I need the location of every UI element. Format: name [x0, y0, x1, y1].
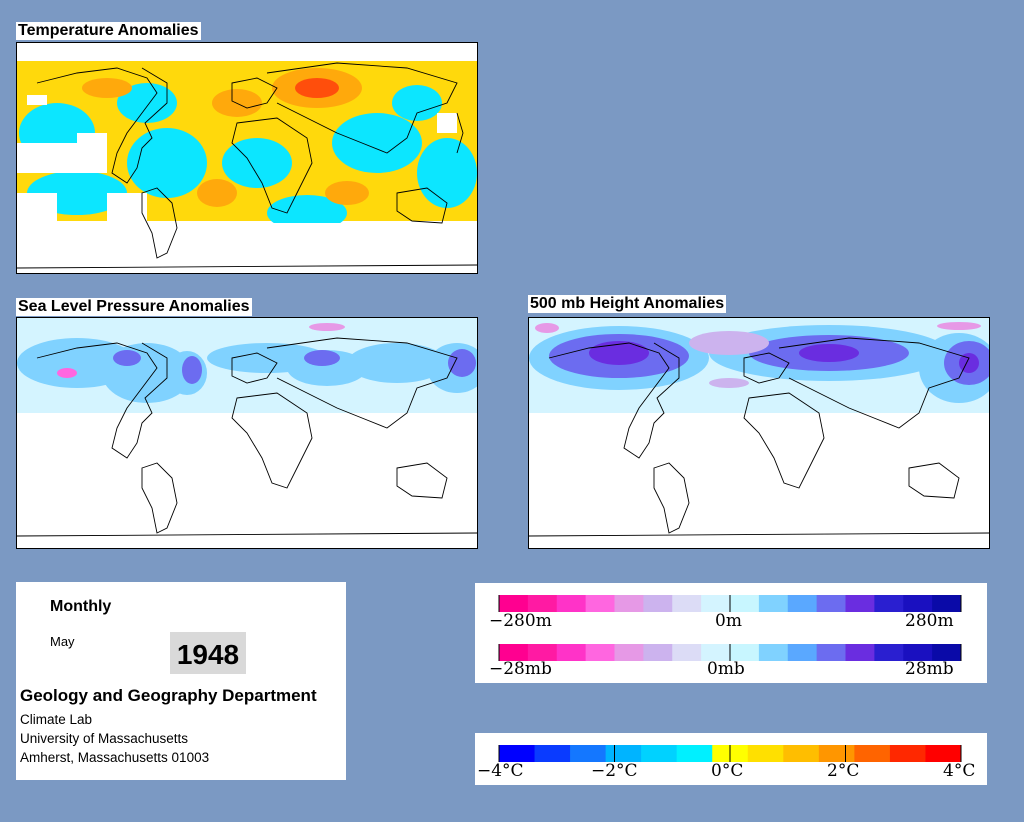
color-swatch: [672, 644, 702, 661]
color-swatch: [903, 595, 933, 612]
color-swatch: [534, 745, 571, 762]
color-swatch: [585, 644, 615, 661]
height-legend-min: −280m: [489, 611, 552, 631]
temp-legend-zero: 0°C: [711, 761, 744, 781]
color-swatch: [614, 595, 644, 612]
color-swatch: [932, 595, 962, 612]
color-swatch: [556, 595, 587, 612]
temp-legend-plus4: 4°C: [943, 761, 976, 781]
year-label: 1948: [170, 632, 246, 674]
color-swatch: [818, 745, 855, 762]
color-swatch: [874, 595, 904, 612]
color-swatch: [605, 745, 642, 762]
color-swatch: [925, 745, 962, 762]
color-swatch: [643, 595, 673, 612]
color-swatch: [585, 595, 615, 612]
color-swatch: [499, 595, 529, 612]
color-swatch: [816, 595, 846, 612]
temp-legend-plus2: 2°C: [827, 761, 860, 781]
temperature-anomaly-map: [16, 42, 478, 274]
color-swatch: [783, 745, 820, 762]
color-swatch: [758, 644, 789, 661]
sea-level-pressure-map: [16, 317, 478, 549]
pressure-legend-zero: 0mb: [707, 659, 745, 679]
temperature-legend: −4°C −2°C 0°C 2°C 4°C: [475, 733, 987, 785]
frequency-label: Monthly: [50, 598, 112, 615]
address: Amherst, Massachusetts 01003: [20, 750, 210, 765]
height-anomalies-title: 500 mb Height Anomalies: [528, 295, 727, 313]
height-legend-zero: 0m: [715, 611, 742, 631]
height-legend-max: 280m: [905, 611, 954, 631]
color-swatch: [676, 745, 713, 762]
color-swatch: [643, 644, 673, 661]
color-swatch: [527, 644, 558, 661]
color-swatch: [816, 644, 846, 661]
pressure-legend-max: 28mb: [905, 659, 954, 679]
color-swatch: [845, 595, 875, 612]
color-swatch: [701, 644, 731, 661]
info-box: Monthly May 1948 Geology and Geography D…: [16, 582, 346, 780]
lab-name: Climate Lab: [20, 712, 93, 727]
color-swatch: [641, 745, 678, 762]
sea-level-pressure-title: Sea Level Pressure Anomalies: [16, 298, 252, 316]
color-swatch: [614, 644, 644, 661]
temp-legend-minus2: −2°C: [591, 761, 638, 781]
color-swatch: [499, 644, 529, 661]
color-swatch: [787, 595, 818, 612]
color-swatch: [672, 595, 702, 612]
diverging-color-scale: [498, 595, 962, 661]
color-swatch: [527, 595, 558, 612]
height-pressure-legend: −280m 0m 280m −28mb 0mb 28mb: [475, 583, 987, 683]
color-swatch: [499, 745, 536, 762]
color-swatch: [889, 745, 926, 762]
temp-legend-minus4: −4°C: [477, 761, 524, 781]
color-swatch: [730, 595, 760, 612]
color-swatch: [874, 644, 904, 661]
department-name: Geology and Geography Department: [20, 686, 317, 705]
color-swatch: [747, 745, 784, 762]
color-swatch: [854, 745, 891, 762]
color-swatch: [932, 644, 962, 661]
color-swatch: [787, 644, 818, 661]
color-swatch: [903, 644, 933, 661]
color-swatch: [556, 644, 587, 661]
temperature-color-scale: [498, 745, 962, 762]
month-label: May: [50, 634, 75, 649]
color-swatch: [845, 644, 875, 661]
height-anomaly-map: [528, 317, 990, 549]
color-swatch: [758, 595, 789, 612]
color-swatch: [570, 745, 607, 762]
pressure-legend-min: −28mb: [489, 659, 552, 679]
color-swatch: [701, 595, 731, 612]
university-name: University of Massachusetts: [20, 731, 189, 746]
color-swatch: [730, 644, 760, 661]
temperature-anomalies-title: Temperature Anomalies: [16, 22, 201, 40]
